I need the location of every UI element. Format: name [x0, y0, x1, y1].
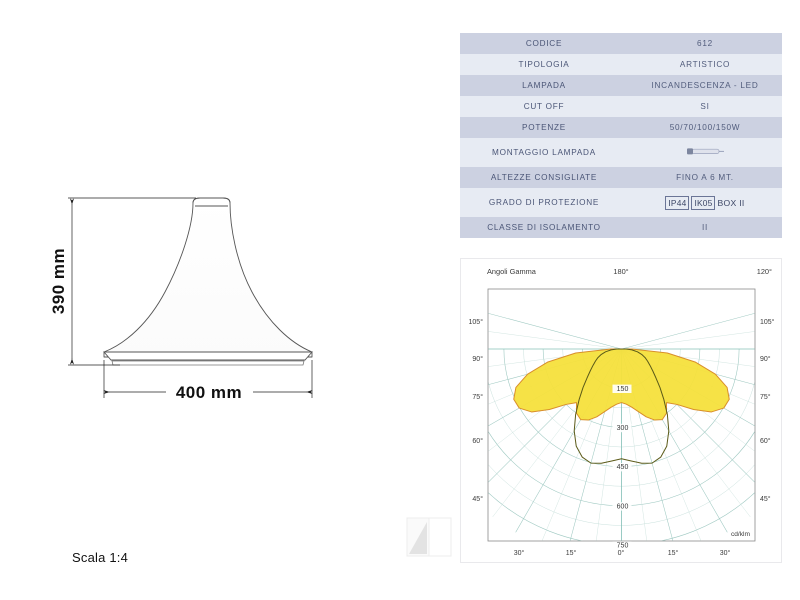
height-dimension-label: 390 mm	[49, 248, 68, 314]
table-row: CUT OFF SI	[460, 96, 782, 117]
chart-title: Angoli Gamma	[487, 267, 537, 276]
right-angle-label: 75°	[760, 393, 771, 401]
height-dimension	[68, 197, 196, 366]
bottom-angle-label: 15°	[668, 549, 679, 557]
box-class-label: BOX II	[717, 197, 745, 208]
spec-value-badges: IP44 IK05 BOX II	[628, 188, 782, 217]
spec-key: CLASSE DI ISOLAMENTO	[487, 223, 601, 232]
spec-value-icon	[628, 138, 782, 167]
left-angle-label: 105°	[469, 318, 484, 326]
lamp-horizontal-icon	[684, 147, 726, 158]
left-angle-label: 60°	[472, 437, 483, 445]
bottom-angle-label: 15°	[566, 549, 577, 557]
ik-rating-badge: IK05	[691, 195, 716, 210]
spec-value: II	[701, 223, 709, 232]
table-row: TIPOLOGIA ARTISTICO	[460, 54, 782, 75]
bottom-angle-label: 30°	[720, 549, 731, 557]
radial-tick-label: 450	[617, 464, 629, 471]
scale-label: Scala 1:4	[72, 550, 129, 565]
spec-value: ARTISTICO	[679, 60, 731, 69]
lamp-diffuser-disc	[111, 360, 305, 366]
right-angle-label: 105°	[760, 318, 775, 326]
left-angle-label: 45°	[472, 495, 483, 503]
watermark-icon	[404, 508, 458, 562]
width-dimension-label: 400 mm	[176, 383, 242, 402]
table-row: ALTEZZE CONSIGLIATE FINO A 6 MT.	[460, 167, 782, 188]
unit-label: cd/klm	[731, 531, 751, 538]
table-row: CLASSE DI ISOLAMENTO II	[460, 217, 782, 238]
top-center-angle-label: 180°	[613, 267, 628, 276]
radial-tick-labels: 150 300 450 600 750	[612, 384, 632, 550]
right-angle-label: 45°	[760, 495, 771, 503]
photometric-polar-diagram: Angoli Gamma 180° 120° 150 300 450 600 750 1…	[460, 258, 782, 563]
photometric-curves	[513, 348, 730, 464]
left-angle-label: 90°	[472, 355, 483, 363]
spec-key: TIPOLOGIA	[518, 60, 570, 69]
specification-table-body: CODICE 612 TIPOLOGIA ARTISTICO LAMPADA I…	[460, 33, 782, 238]
spec-value: 50/70/100/150W	[669, 123, 741, 132]
specification-table: CODICE 612 TIPOLOGIA ARTISTICO LAMPADA I…	[460, 33, 782, 238]
radial-tick-label: 750	[617, 543, 629, 550]
bottom-angle-label: 30°	[514, 549, 525, 557]
spec-value: FINO A 6 MT.	[676, 173, 734, 182]
spec-value: 612	[697, 39, 713, 48]
spec-key: CODICE	[525, 39, 563, 48]
width-dimension	[103, 360, 313, 398]
bottom-angle-label: 0°	[618, 549, 625, 557]
product-technical-drawing: 390 mm 400 mm	[49, 197, 313, 402]
lamp-canopy	[192, 197, 231, 207]
right-angle-label: 60°	[760, 437, 771, 445]
spec-key: POTENZE	[522, 123, 566, 132]
spec-key: ALTEZZE CONSIGLIATE	[490, 173, 598, 182]
spec-key: LAMPADA	[522, 81, 566, 90]
angle-axis-labels: 105° 90° 75° 60° 45° 105° 90° 75° 60° 45° 30° 15° 0°…	[469, 318, 775, 557]
spec-key: CUT OFF	[523, 102, 565, 111]
table-row: MONTAGGIO LAMPADA	[460, 138, 782, 167]
radial-tick-label: 150	[617, 386, 629, 393]
table-row: GRADO DI PROTEZIONE IP44 IK05 BOX II	[460, 188, 782, 217]
lamp-shade-outline	[103, 197, 313, 358]
spec-key: MONTAGGIO LAMPADA	[492, 148, 596, 157]
top-right-angle-label: 120°	[757, 267, 772, 276]
left-angle-label: 75°	[472, 393, 483, 401]
spec-value: INCANDESCENZA - LED	[651, 81, 759, 90]
spec-key: GRADO DI PROTEZIONE	[488, 198, 600, 207]
table-row: POTENZE 50/70/100/150W	[460, 117, 782, 138]
table-row: CODICE 612	[460, 33, 782, 54]
spec-value: SI	[700, 102, 710, 111]
radial-tick-label: 600	[617, 503, 629, 510]
lamp-base-rim	[103, 351, 313, 361]
table-row: LAMPADA INCANDESCENZA - LED	[460, 75, 782, 96]
right-angle-label: 90°	[760, 355, 771, 363]
radial-tick-label: 300	[617, 425, 629, 432]
ip-rating-badge: IP44	[665, 195, 690, 210]
